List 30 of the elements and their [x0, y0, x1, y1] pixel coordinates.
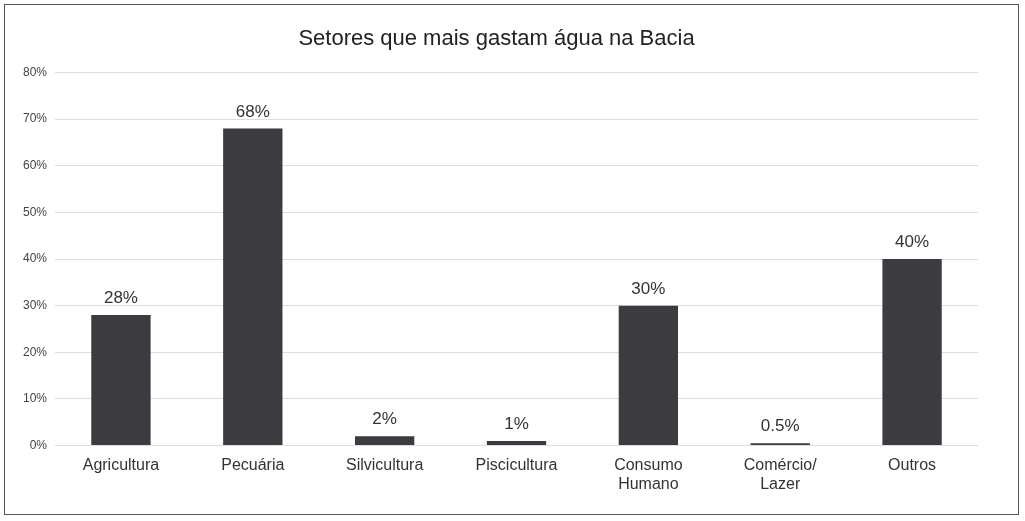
- bar: [882, 259, 942, 446]
- data-label: 2%: [372, 409, 397, 429]
- y-tick-label: 0%: [29, 437, 48, 452]
- bar: [618, 305, 679, 446]
- y-tick-label: 60%: [22, 158, 48, 173]
- data-label: 0.5%: [760, 416, 800, 436]
- data-label: 1%: [504, 414, 529, 434]
- bar: [486, 440, 547, 446]
- y-tick-label: 70%: [22, 111, 48, 126]
- bar: [91, 314, 151, 446]
- data-label: 40%: [895, 232, 930, 252]
- data-label: 28%: [103, 288, 138, 308]
- data-label: 68%: [235, 101, 270, 121]
- y-tick-label: 80%: [22, 64, 48, 79]
- bar: [223, 128, 283, 446]
- x-tick-label: Piscicultura: [475, 455, 558, 473]
- x-tick-label: Outros: [888, 455, 937, 473]
- x-tick-label: Pecuária: [221, 455, 285, 473]
- y-tick-label: 50%: [22, 204, 48, 219]
- y-tick-label: 40%: [22, 251, 48, 266]
- x-tick-label: Silvicultura: [345, 455, 424, 473]
- bar: [354, 436, 415, 446]
- x-tick-label: Consumo Humano: [614, 455, 683, 492]
- x-tick-label: Agricultura: [82, 455, 160, 473]
- y-tick-label: 10%: [22, 391, 48, 406]
- y-tick-label: 20%: [22, 344, 48, 359]
- chart-title: Setores que mais gastam água na Bacia: [298, 25, 696, 51]
- x-tick-label: Comércio/ Lazer: [743, 455, 818, 492]
- data-label: 30%: [631, 278, 666, 298]
- y-tick-label: 30%: [22, 297, 48, 312]
